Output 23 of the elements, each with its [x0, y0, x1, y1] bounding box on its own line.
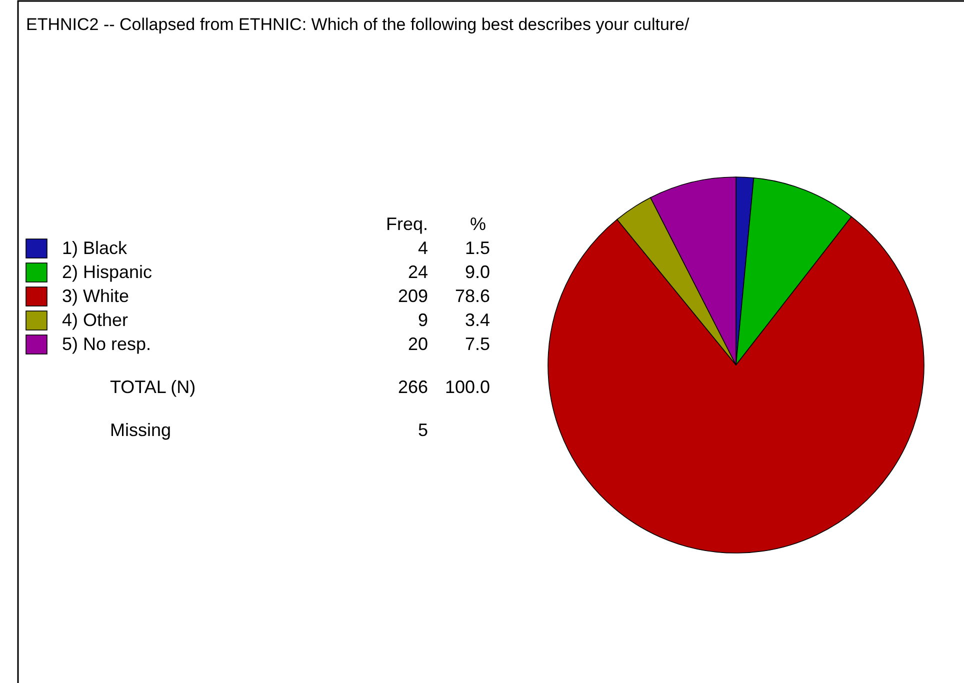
data-label: 209 — [398, 286, 428, 306]
legend-label: 3) White — [62, 286, 130, 306]
text: Missing — [110, 420, 172, 440]
chart-title: ETHNIC2 -- Collapsed from ETHNIC: Which of the following best describes your culture/ — [26, 15, 690, 34]
legend-label: 5) No resp. — [62, 334, 152, 354]
text: 3.4 — [464, 310, 490, 330]
data-label: 9 — [418, 310, 428, 330]
text: 9.0 — [464, 262, 490, 282]
data-label: 4 — [418, 238, 428, 258]
text: TOTAL (N) — [110, 377, 196, 397]
data-label: 24 — [408, 262, 428, 282]
text: 78.6 — [454, 286, 490, 306]
text: 266 — [398, 377, 428, 397]
legend-label: 1) Black — [62, 238, 128, 258]
text: 100.0 — [444, 377, 490, 397]
legend-label: 4) Other — [62, 310, 128, 330]
text: 7.5 — [464, 334, 490, 354]
data-label: 20 — [408, 334, 428, 354]
text: 1.5 — [464, 238, 490, 258]
text: 5 — [418, 420, 428, 440]
text: % — [470, 214, 486, 234]
text: Freq. — [386, 214, 428, 234]
legend-label: 2) Hispanic — [62, 262, 152, 282]
